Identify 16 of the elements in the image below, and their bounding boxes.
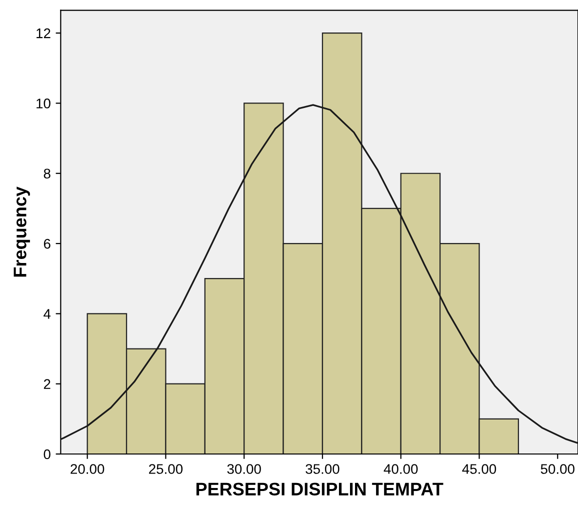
x-tick-label: 50.00: [540, 464, 574, 474]
y-tick-label: 0: [44, 449, 50, 460]
x-tick-label: 35.00: [306, 464, 340, 474]
x-tick-label: 25.00: [149, 464, 183, 474]
y-tick-label: 10: [36, 98, 50, 108]
y-tick-label: 6: [44, 238, 50, 249]
y-tick-label: 8: [44, 168, 50, 179]
x-tick-label: 40.00: [384, 464, 418, 474]
x-tick-label: 30.00: [227, 464, 261, 474]
x-tick-label: 45.00: [462, 464, 496, 474]
x-axis-title: PERSEPSI DISIPLIN TEMPAT: [196, 482, 444, 496]
y-tick-label: 12: [36, 28, 50, 38]
y-tick-label: 4: [44, 309, 51, 319]
x-tick-label: 20.00: [70, 464, 104, 474]
y-tick-label: 2: [44, 379, 50, 389]
y-axis-title: Frequency: [14, 186, 30, 277]
